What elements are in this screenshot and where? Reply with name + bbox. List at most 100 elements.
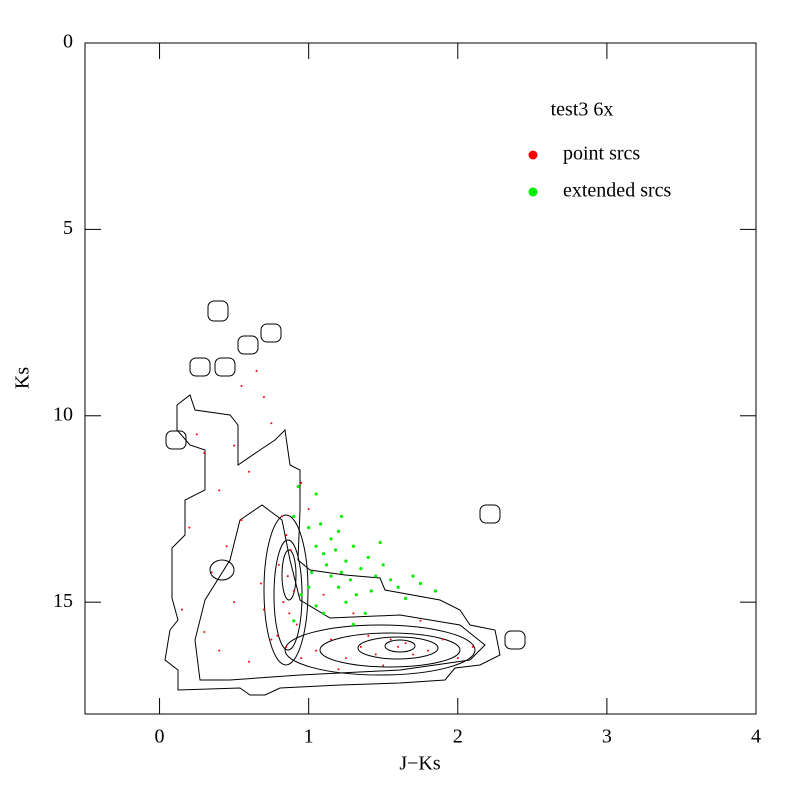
- x-tick-label: 2: [453, 726, 463, 748]
- point: [367, 634, 370, 637]
- y-tick-label: 10: [53, 403, 73, 425]
- point: [351, 622, 355, 627]
- point: [292, 589, 295, 592]
- plot-frame: [84, 42, 757, 715]
- density-contours: [164, 300, 526, 696]
- point: [300, 481, 303, 484]
- point: [389, 578, 393, 582]
- point: [296, 485, 300, 489]
- point: [289, 548, 292, 551]
- point: [292, 514, 296, 519]
- point: [336, 585, 341, 589]
- point: [322, 593, 325, 596]
- point: [314, 544, 318, 548]
- point: [277, 563, 280, 566]
- point: [403, 596, 408, 601]
- point: [299, 593, 303, 597]
- y-tick-label: 5: [63, 217, 73, 239]
- point: [270, 638, 273, 641]
- point: [366, 555, 370, 560]
- point: [270, 422, 273, 425]
- point: [418, 581, 423, 586]
- point: [374, 653, 377, 656]
- point: [321, 611, 326, 615]
- point: [307, 585, 311, 589]
- point: [262, 396, 265, 399]
- point: [351, 544, 355, 548]
- x-tick-label: 4: [751, 726, 761, 748]
- point: [255, 370, 258, 373]
- point: [344, 657, 347, 660]
- x-tick-label: 1: [304, 726, 314, 748]
- point: [203, 630, 206, 633]
- point: [300, 657, 303, 660]
- point: [321, 552, 326, 556]
- point: [352, 612, 355, 615]
- point: [240, 384, 243, 387]
- x-tick-label: 0: [155, 726, 165, 748]
- x-tick-label: 3: [602, 726, 612, 748]
- legend-marker: [528, 187, 538, 197]
- point: [359, 567, 363, 571]
- point: [324, 563, 329, 567]
- point: [396, 585, 400, 589]
- point: [329, 537, 333, 541]
- point: [307, 507, 310, 510]
- point: [333, 548, 338, 552]
- point: [359, 645, 362, 648]
- point: [295, 623, 298, 626]
- point: [310, 570, 314, 574]
- point: [344, 600, 348, 604]
- point: [285, 645, 288, 648]
- point: [259, 582, 262, 585]
- point: [285, 534, 288, 537]
- point: [339, 514, 344, 519]
- point: [218, 489, 221, 492]
- point: [225, 545, 228, 548]
- point: [354, 593, 358, 597]
- point: [433, 589, 438, 593]
- point: [330, 638, 333, 641]
- point: [233, 601, 236, 604]
- point: [339, 570, 344, 574]
- point: [411, 574, 415, 578]
- legend-label: extended srcs: [563, 180, 672, 202]
- point: [292, 619, 296, 623]
- point: [233, 444, 236, 447]
- point: [195, 433, 198, 436]
- point: [210, 571, 213, 574]
- point: [286, 575, 289, 578]
- point: [240, 519, 243, 522]
- y-tick-label: 0: [63, 31, 73, 53]
- point: [337, 668, 340, 671]
- point: [248, 660, 251, 663]
- point: [318, 522, 323, 526]
- point: [419, 619, 422, 622]
- point: [315, 649, 318, 652]
- point: [378, 540, 382, 545]
- x-axis-label: J−Ks: [399, 753, 441, 775]
- point: [314, 604, 318, 608]
- y-tick-label: 15: [53, 590, 73, 612]
- point: [262, 608, 265, 611]
- point: [203, 452, 206, 455]
- point: [307, 526, 311, 530]
- point: [471, 645, 474, 648]
- point: [282, 601, 285, 604]
- point: [369, 589, 373, 593]
- point: [314, 492, 318, 496]
- point: [389, 638, 392, 641]
- point: [404, 642, 407, 645]
- point: [329, 574, 333, 578]
- point: [288, 612, 291, 615]
- point: [280, 515, 283, 518]
- point: [344, 559, 348, 563]
- point: [374, 574, 378, 578]
- point: [397, 645, 400, 648]
- point: [218, 649, 221, 652]
- point: [363, 611, 367, 615]
- y-axis-label: Ks: [12, 367, 34, 389]
- point: [348, 578, 353, 582]
- legend-title: test3 6x: [551, 99, 614, 121]
